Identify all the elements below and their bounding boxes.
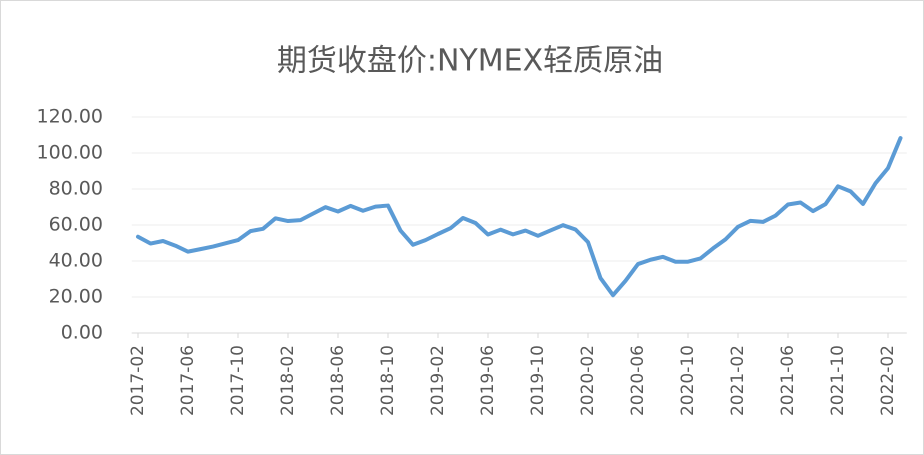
x-tick-label: 2020-06	[628, 345, 648, 416]
y-tick-label: 80.00	[49, 178, 103, 200]
y-tick-label: 100.00	[37, 142, 103, 164]
x-tick-label: 2022-02	[878, 345, 898, 416]
chart-title: 期货收盘价:NYMEX轻质原油	[277, 44, 663, 79]
x-tick-label: 2020-10	[678, 345, 698, 416]
x-tick-label: 2019-10	[528, 345, 548, 416]
y-tick-label: 60.00	[49, 214, 103, 236]
x-tick-label: 2021-02	[728, 345, 748, 416]
y-tick-label: 120.00	[37, 106, 103, 128]
x-tick-label: 2021-06	[778, 345, 798, 416]
x-tick-label: 2020-02	[578, 345, 598, 416]
x-tick-label: 2017-02	[128, 345, 148, 416]
x-tick-label: 2017-10	[228, 345, 248, 416]
y-tick-label: 40.00	[49, 250, 103, 272]
x-tick-label: 2018-02	[278, 345, 298, 416]
x-tick-label: 2018-10	[378, 345, 398, 416]
y-tick-label: 0.00	[61, 322, 103, 344]
x-tick-label: 2017-06	[178, 345, 198, 416]
x-tick-label: 2019-02	[428, 345, 448, 416]
x-tick-label: 2019-06	[478, 345, 498, 416]
series-line	[136, 136, 903, 298]
x-tick-label: 2021-10	[828, 345, 848, 416]
x-tick-label: 2018-06	[328, 345, 348, 416]
y-tick-label: 20.00	[49, 286, 103, 308]
